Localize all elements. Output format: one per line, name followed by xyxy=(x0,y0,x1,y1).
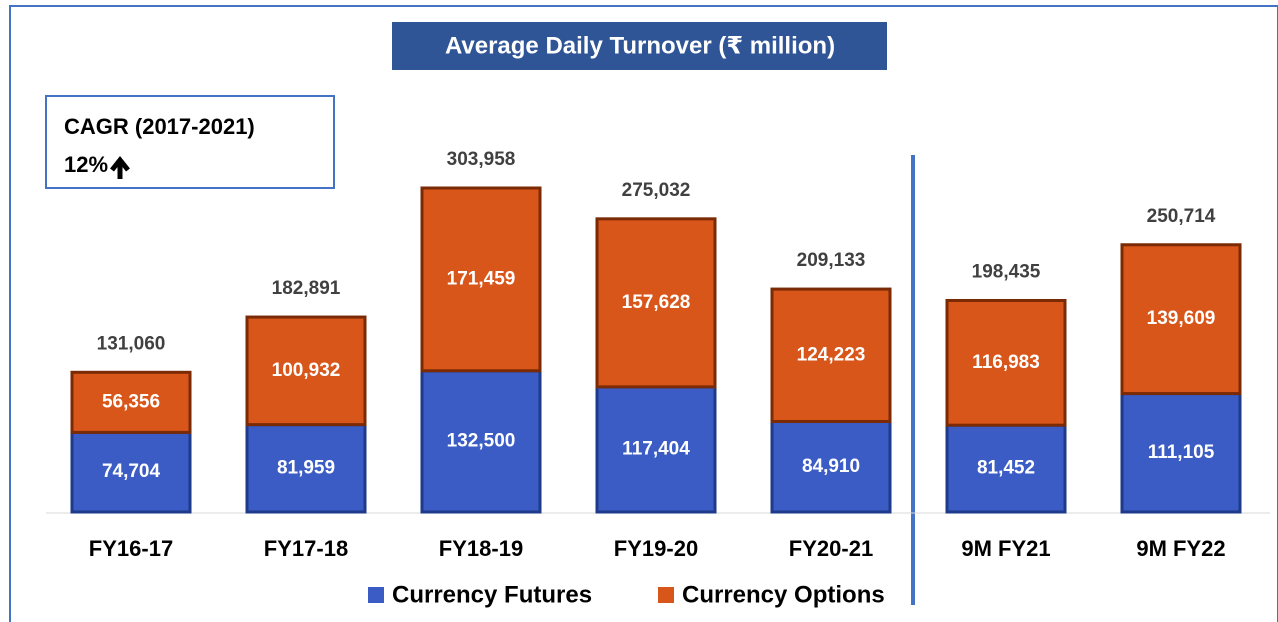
segment-label: 116,983 xyxy=(972,352,1040,373)
bar-segment xyxy=(1120,392,1242,514)
frame xyxy=(9,5,1278,622)
bar-segment xyxy=(70,370,192,434)
segment-label: 139,609 xyxy=(1147,308,1216,329)
up-arrow xyxy=(110,155,130,179)
x-tick-label: FY19-20 xyxy=(614,536,698,561)
total-label: 303,958 xyxy=(447,149,516,170)
bar-segment xyxy=(70,430,192,514)
total-label: 250,714 xyxy=(1147,206,1216,227)
bar-segment xyxy=(1120,243,1242,396)
segment-label: 157,628 xyxy=(622,292,691,313)
legend-label: Currency Options xyxy=(682,581,885,608)
legend-label: Currency Futures xyxy=(392,581,592,608)
segment-label: 84,910 xyxy=(802,456,860,477)
total-label: 275,032 xyxy=(622,180,691,201)
bar-segment xyxy=(595,385,717,514)
x-tick-label: 9M FY21 xyxy=(961,536,1050,561)
segment-label: 81,959 xyxy=(277,457,335,478)
segment-label: 111,105 xyxy=(1148,442,1215,463)
segment-label: 171,459 xyxy=(447,268,516,289)
total-label: 182,891 xyxy=(272,278,341,299)
segment-label: 117,404 xyxy=(622,438,690,459)
cagr-label: CAGR (2017-2021) xyxy=(64,114,255,139)
x-tick-label: 9M FY22 xyxy=(1136,536,1225,561)
total-label: 209,133 xyxy=(797,250,866,271)
total-label: 198,435 xyxy=(972,261,1041,282)
x-tick-label: FY16-17 xyxy=(89,536,173,561)
bar-segment xyxy=(245,315,367,427)
x-tick-label: FY20-21 xyxy=(789,536,873,561)
bar-segment xyxy=(595,217,717,389)
legend-swatch xyxy=(368,587,384,603)
cagr-value: 12% xyxy=(64,152,108,177)
title-box xyxy=(392,22,887,70)
bar-segment xyxy=(945,298,1067,427)
segment-label: 100,932 xyxy=(272,360,341,381)
cagr-box xyxy=(45,95,335,189)
total-label: 131,060 xyxy=(97,333,166,354)
x-tick-label: FY17-18 xyxy=(264,536,348,561)
bar-segment xyxy=(420,186,542,373)
legend-swatch xyxy=(658,587,674,603)
segment-label: 81,452 xyxy=(977,458,1035,479)
segment-label: 56,356 xyxy=(102,391,160,412)
bar-segment xyxy=(420,369,542,514)
x-tick-label: FY18-19 xyxy=(439,536,523,561)
segment-label: 124,223 xyxy=(797,344,866,365)
segment-label: 132,500 xyxy=(447,430,516,451)
bar-segment xyxy=(945,423,1067,514)
chart-title: Average Daily Turnover (₹ million) xyxy=(445,32,835,59)
segment-label: 74,704 xyxy=(102,461,161,482)
bar-segment xyxy=(770,287,892,423)
